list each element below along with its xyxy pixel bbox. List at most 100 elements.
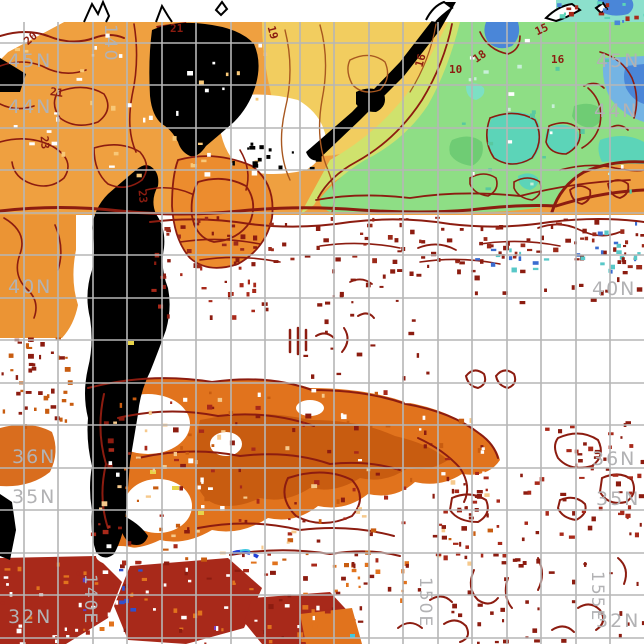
speckle <box>105 33 110 38</box>
speckle <box>364 236 370 241</box>
speckle <box>201 505 205 509</box>
speckle <box>75 628 79 632</box>
speckle <box>368 532 373 537</box>
speckle <box>201 557 207 562</box>
speckle <box>627 622 630 626</box>
speckle <box>496 525 500 528</box>
speckle <box>50 351 54 354</box>
speckle <box>633 255 638 260</box>
speckle <box>25 391 32 394</box>
speckle <box>636 265 643 270</box>
speckle <box>170 401 173 404</box>
speckle <box>107 438 114 444</box>
speckle <box>340 413 344 418</box>
speckle <box>181 615 187 620</box>
speckle <box>561 638 567 643</box>
speckle <box>152 590 157 595</box>
speckle <box>145 590 149 594</box>
speckle <box>249 457 253 462</box>
speckle <box>432 493 435 499</box>
speckle <box>497 541 503 545</box>
speckle <box>352 255 358 258</box>
speckle <box>620 229 625 234</box>
speckle <box>107 463 113 468</box>
speckle <box>282 558 287 561</box>
speckle <box>381 616 387 621</box>
speckle <box>454 489 460 494</box>
speckle <box>422 415 426 420</box>
speckle <box>626 515 629 520</box>
speckle <box>163 548 169 551</box>
speckle <box>394 238 399 243</box>
speckle <box>282 242 287 247</box>
speckle <box>545 511 549 516</box>
speckle <box>475 258 480 261</box>
speckle <box>480 445 484 448</box>
speckle <box>186 249 192 254</box>
speckle <box>465 506 468 511</box>
speckle <box>384 495 389 500</box>
speckle <box>520 243 526 248</box>
speckle <box>311 563 317 567</box>
speckle <box>309 166 315 170</box>
speckle <box>461 526 467 531</box>
speckle <box>542 156 546 159</box>
speckle <box>180 463 186 469</box>
speckle <box>173 544 178 549</box>
speckle <box>471 269 476 273</box>
speckle <box>257 157 262 162</box>
speckle <box>587 525 593 531</box>
speckle <box>235 604 240 607</box>
speckle <box>473 531 476 536</box>
speckle <box>18 624 23 628</box>
speckle <box>397 250 402 253</box>
speckle <box>527 248 533 252</box>
speckle <box>501 254 505 259</box>
speckle <box>27 616 33 620</box>
speckle <box>459 541 462 547</box>
speckle <box>357 576 361 580</box>
speckle <box>63 575 70 578</box>
speckle <box>200 266 203 271</box>
speckle <box>180 446 183 450</box>
speckle <box>387 235 393 240</box>
speckle <box>508 256 513 261</box>
speckle <box>278 599 283 602</box>
speckle <box>250 561 257 564</box>
speckle <box>198 142 203 145</box>
speckle <box>641 244 644 248</box>
speckle <box>316 605 320 611</box>
speckle <box>39 354 42 360</box>
speckle <box>268 148 272 152</box>
speckle <box>102 570 109 574</box>
speckle <box>232 315 237 320</box>
speckle <box>327 449 332 454</box>
speckle <box>201 287 207 290</box>
speckle <box>616 250 622 254</box>
speckle <box>353 563 356 569</box>
speckle <box>123 628 127 632</box>
speckle <box>330 217 333 221</box>
speckle <box>411 319 416 322</box>
speckle <box>230 224 236 228</box>
speckle <box>498 251 502 255</box>
speckle <box>185 567 188 572</box>
speckle <box>201 159 207 163</box>
speckle <box>474 558 480 563</box>
speckle <box>556 222 562 225</box>
speckle <box>192 164 197 168</box>
speckle <box>255 415 261 419</box>
speckle <box>346 420 350 424</box>
speckle <box>115 600 119 605</box>
speckle <box>270 570 276 575</box>
speckle <box>404 561 409 566</box>
speckle <box>483 237 488 241</box>
speckle <box>311 484 318 489</box>
speckle <box>221 628 224 632</box>
speckle <box>399 222 402 228</box>
speckle <box>419 428 422 431</box>
speckle <box>524 38 530 43</box>
speckle <box>472 500 478 504</box>
speckle <box>475 419 478 422</box>
